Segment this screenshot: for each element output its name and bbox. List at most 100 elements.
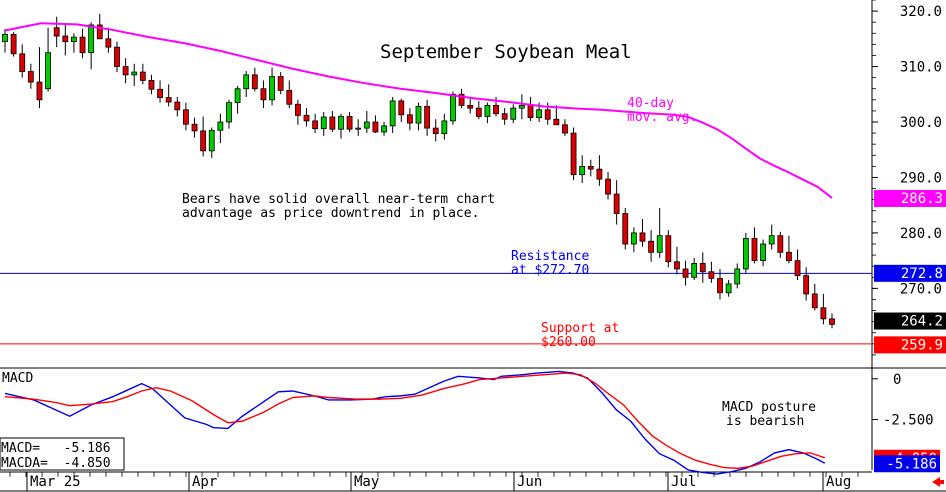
candle — [665, 230, 672, 268]
macd-note-line1: MACD posture — [722, 400, 816, 415]
date-tick-label: Apr — [192, 474, 217, 490]
price-badge — [874, 312, 946, 330]
candle — [208, 127, 215, 159]
candle — [139, 63, 146, 85]
candle-body — [389, 100, 396, 127]
candle — [269, 67, 275, 106]
candle-body — [45, 52, 51, 90]
candle-body — [62, 35, 69, 42]
candle-body — [363, 121, 370, 129]
candle-body — [811, 293, 818, 309]
candle-body — [717, 277, 723, 294]
candle — [389, 97, 396, 134]
date-tick-label: May — [354, 474, 379, 490]
candle-body — [346, 116, 353, 130]
candle-body — [708, 271, 715, 279]
candle — [372, 115, 379, 134]
candle-body — [200, 130, 207, 152]
candle-body — [656, 235, 663, 253]
candle-body — [510, 107, 517, 120]
candle — [562, 119, 568, 136]
candle — [320, 112, 327, 136]
candle-body — [53, 27, 60, 37]
candle-body — [562, 124, 568, 134]
candle — [174, 97, 181, 117]
scroll-left-arrow-icon[interactable] — [932, 477, 944, 487]
candle — [260, 80, 267, 109]
candle — [165, 84, 172, 107]
candle — [2, 28, 8, 53]
candle — [243, 70, 250, 98]
candle — [398, 98, 405, 122]
candle-body — [786, 251, 792, 262]
candle-body — [553, 118, 560, 126]
bears-note-line1: Bears have solid overall near-term chart — [182, 192, 495, 207]
candle — [613, 180, 620, 225]
candle-body — [682, 268, 689, 278]
candle-body — [36, 81, 43, 101]
candle — [786, 235, 792, 264]
price-tick-label: 280.0 — [900, 226, 942, 242]
macd-tick-label: 0 — [893, 372, 901, 388]
candle-body — [484, 104, 491, 117]
candle-body — [579, 165, 586, 176]
candle-body — [260, 88, 267, 101]
candle-body — [639, 232, 646, 242]
candle — [596, 155, 603, 186]
macd-badge — [874, 455, 940, 473]
candle — [605, 171, 611, 200]
candle — [131, 63, 138, 86]
candle — [234, 85, 241, 114]
candle — [346, 112, 353, 132]
candle-body — [381, 125, 387, 133]
price-tick-label: 290.0 — [900, 170, 942, 186]
candle — [467, 98, 474, 114]
candle-body — [699, 263, 706, 273]
candle-body — [467, 104, 474, 109]
candle — [303, 108, 310, 127]
candle — [450, 91, 456, 125]
candle — [53, 16, 60, 48]
candle — [62, 24, 69, 56]
candle-body — [622, 213, 629, 245]
macd-readout-value: MACD= -5.186 — [1, 441, 111, 456]
ma-label-line1: 40-day — [627, 96, 674, 111]
candle-body — [518, 104, 525, 109]
candle-body — [10, 33, 17, 55]
macd-note-line2: is bearish — [726, 414, 804, 429]
candle — [27, 63, 34, 89]
candle-body — [217, 121, 224, 131]
date-tick-label: Jun — [517, 474, 542, 490]
candle — [441, 113, 448, 140]
price-badge — [874, 189, 946, 207]
candle-body — [2, 33, 8, 42]
candle-body — [734, 268, 741, 285]
price-tick-label: 310.0 — [900, 60, 942, 76]
candle — [501, 108, 508, 125]
candle — [587, 159, 594, 177]
candle-body — [157, 88, 163, 98]
macd-readout-box — [0, 437, 125, 471]
candle-body — [183, 109, 189, 125]
candle — [251, 67, 258, 92]
price-badge-label: 259.9 — [901, 337, 943, 353]
candle — [768, 224, 775, 250]
candle-body — [27, 71, 34, 83]
candle — [742, 232, 749, 273]
candle-body — [294, 103, 301, 116]
candle-body — [355, 127, 362, 130]
candle-body — [450, 93, 456, 122]
macda-readout-value: MACDA= -4.850 — [1, 456, 111, 471]
candle-body — [88, 24, 95, 54]
candle-body — [19, 53, 26, 72]
date-tick-label: Aug — [826, 474, 851, 490]
candle-body — [320, 116, 327, 130]
bears-note-line2: advantage as price downtrend in place. — [182, 206, 479, 221]
candle-body — [441, 120, 448, 135]
candle — [794, 249, 801, 281]
candle — [36, 47, 43, 109]
candle — [475, 100, 482, 120]
candle-body — [372, 121, 379, 133]
candle-body — [338, 116, 344, 130]
candle — [191, 117, 198, 138]
